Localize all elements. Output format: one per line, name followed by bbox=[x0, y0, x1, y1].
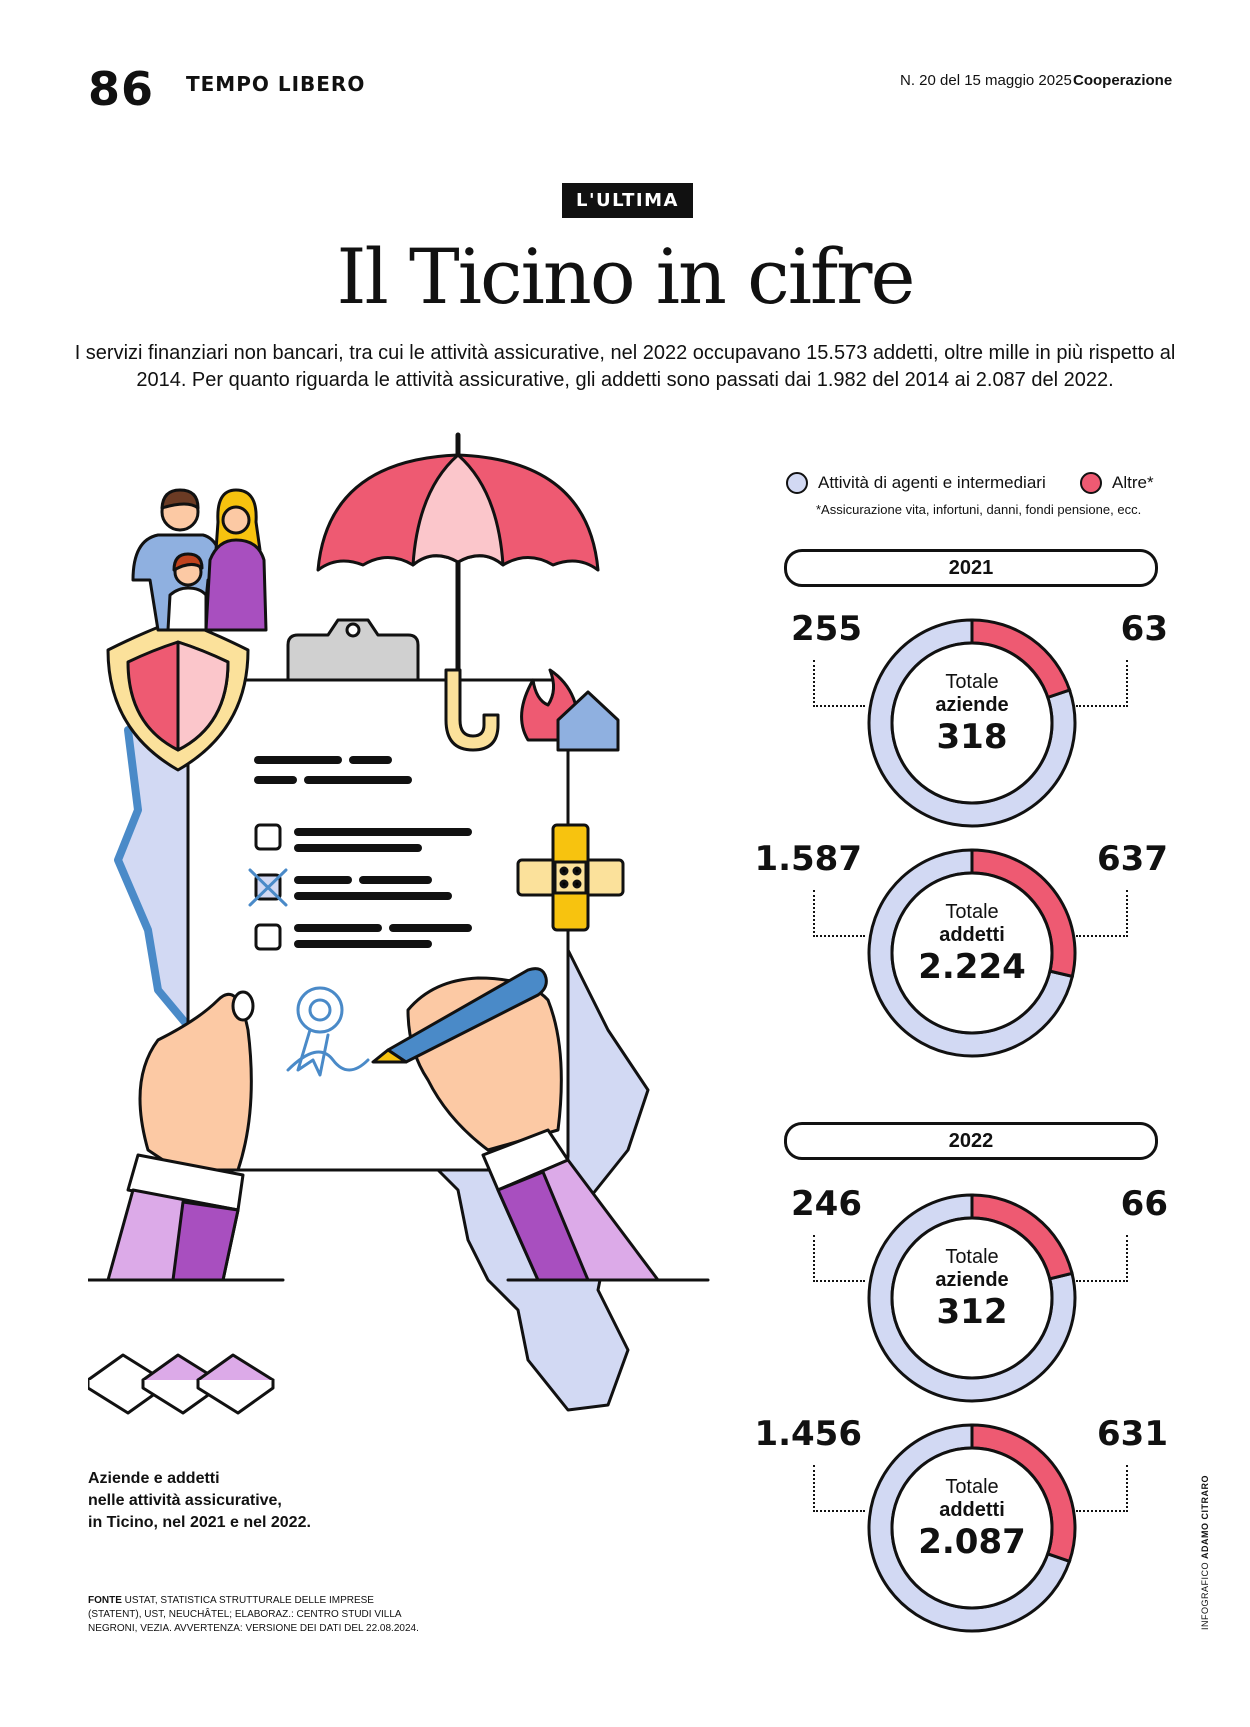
donut-metric: aziende bbox=[935, 1269, 1009, 1291]
pen-icon bbox=[386, 967, 548, 1064]
legend-footnote: *Assicurazione vita, infortuni, danni, f… bbox=[816, 502, 1142, 517]
page-number: 86 bbox=[88, 62, 155, 116]
donut-hole bbox=[890, 641, 1054, 805]
donut-center-label: Totale addetti 2.087 bbox=[866, 1476, 1078, 1562]
donut-metric: addetti bbox=[939, 1499, 1005, 1521]
donut-hole bbox=[890, 871, 1054, 1035]
donut-2021-addetti bbox=[867, 848, 1077, 1058]
donut-total-word: Totale bbox=[945, 1246, 999, 1268]
page-title: Il Ticino in cifre bbox=[336, 232, 916, 321]
donut-center-label: Totale addetti 2.224 bbox=[866, 901, 1078, 987]
donut-2022-aziende bbox=[867, 1193, 1077, 1403]
donut-total-value: 312 bbox=[936, 1292, 1008, 1332]
kicker-badge: L'ULTIMA bbox=[562, 183, 693, 218]
leader-line-other bbox=[1076, 1235, 1128, 1282]
leader-line-agents bbox=[813, 890, 865, 937]
value-label-other: 63 bbox=[1120, 609, 1168, 649]
leader-line-other bbox=[1076, 660, 1128, 707]
legend-label-other: Altre* bbox=[1112, 473, 1154, 492]
value-label-agents: 246 bbox=[791, 1184, 862, 1224]
caption-line-1: Aziende e addetti bbox=[88, 1470, 220, 1487]
value-label-agents: 1.456 bbox=[754, 1414, 862, 1454]
checkbox-3-icon bbox=[254, 923, 282, 951]
family-icon bbox=[131, 488, 268, 632]
source-label: FONTE bbox=[88, 1595, 122, 1606]
leader-line-other bbox=[1076, 890, 1128, 937]
value-label-other: 66 bbox=[1120, 1184, 1168, 1224]
donut-center-label: Totale aziende 312 bbox=[866, 1246, 1078, 1332]
leader-line-agents bbox=[813, 1235, 865, 1282]
year-pill-2022: 2022 bbox=[784, 1122, 1158, 1160]
year-pill-2021: 2021 bbox=[784, 549, 1158, 587]
source-note: FONTE USTAT, STATISTICA STRUTTURALE DELL… bbox=[88, 1594, 428, 1636]
value-label-other: 637 bbox=[1097, 839, 1168, 879]
value-label-agents: 255 bbox=[791, 609, 862, 649]
credit-name: ADAMO CITRARO bbox=[1200, 1474, 1210, 1559]
donut-hole bbox=[890, 1216, 1054, 1380]
donut-total-word: Totale bbox=[945, 1476, 999, 1498]
seal-icon bbox=[286, 986, 370, 1077]
donut-2021-aziende bbox=[867, 618, 1077, 828]
credit-label: INFOGRAFICO bbox=[1200, 1562, 1210, 1630]
caption-line-3: in Ticino, nel 2021 e nel 2022. bbox=[88, 1514, 311, 1531]
section-title: TEMPO LIBERO bbox=[186, 72, 366, 96]
legend-swatch-other bbox=[1080, 472, 1102, 494]
donut-total-value: 2.087 bbox=[918, 1522, 1026, 1562]
brand-name: Cooperazione bbox=[1073, 72, 1173, 89]
caption-line-2: nelle attività assicurative, bbox=[88, 1492, 282, 1509]
chart-caption: Aziende e addetti nelle attività assicur… bbox=[88, 1468, 311, 1534]
legend-swatch-agents bbox=[786, 472, 808, 494]
bandage-icon bbox=[516, 823, 625, 932]
issue-date: N. 20 del 15 maggio 2025 bbox=[900, 72, 1072, 89]
donut-total-value: 2.224 bbox=[918, 947, 1026, 987]
intro-paragraph: I servizi finanziari non bancari, tra cu… bbox=[74, 342, 1176, 391]
value-label-agents: 1.587 bbox=[754, 839, 862, 879]
donut-metric: aziende bbox=[935, 694, 1009, 716]
donut-total-word: Totale bbox=[945, 671, 999, 693]
donut-2022-addetti bbox=[867, 1423, 1077, 1633]
banknotes-icon bbox=[88, 1353, 275, 1415]
house-icon bbox=[556, 690, 620, 752]
donut-total-value: 318 bbox=[936, 717, 1008, 757]
chart-legend: Attività di agenti e intermediari Altre*… bbox=[786, 472, 1206, 532]
left-hand-icon bbox=[138, 992, 253, 1172]
source-text: USTAT, STATISTICA STRUTTURALE DELLE IMPR… bbox=[88, 1595, 419, 1634]
donut-total-word: Totale bbox=[945, 901, 999, 923]
legend-label-agents: Attività di agenti e intermediari bbox=[818, 473, 1046, 492]
credit-line: INFOGRAFICO ADAMO CITRARO bbox=[1200, 1475, 1210, 1630]
leader-line-agents bbox=[813, 660, 865, 707]
leader-line-other bbox=[1076, 1465, 1128, 1512]
insurance-illustration bbox=[88, 432, 710, 1415]
value-label-other: 631 bbox=[1097, 1414, 1168, 1454]
umbrella-handle bbox=[444, 668, 500, 752]
checkbox-1-icon bbox=[254, 823, 282, 851]
ticino-map-shadow bbox=[114, 726, 212, 1054]
donut-metric: addetti bbox=[939, 924, 1005, 946]
leader-line-agents bbox=[813, 1465, 865, 1512]
donut-center-label: Totale aziende 318 bbox=[866, 671, 1078, 757]
donut-hole bbox=[890, 1446, 1054, 1610]
clipboard-clip-icon bbox=[286, 618, 420, 682]
